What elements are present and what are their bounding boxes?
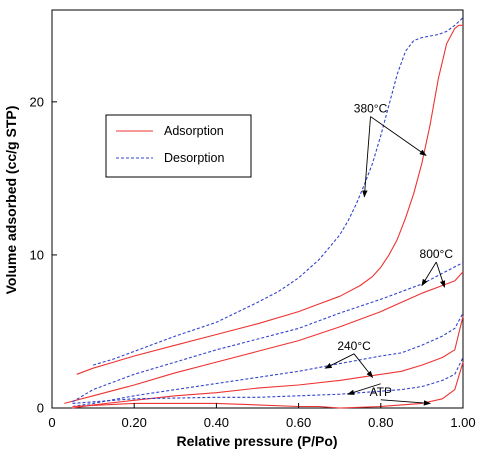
annotation-380c-arrow — [370, 116, 427, 156]
x-tick-label: 0.60 — [286, 415, 311, 430]
legend-desorption-label: Desorption — [164, 151, 224, 165]
tick-layer: 0 0.20 0.40 0.60 0.80 1.00 0 10 20 — [30, 94, 476, 430]
annotation-380c-label: 380°C — [354, 102, 388, 116]
x-tick-label: 0.20 — [122, 415, 147, 430]
y-tick-label: 10 — [30, 247, 44, 262]
plot-frame — [51, 9, 464, 409]
y-tick-label: 20 — [30, 94, 44, 109]
annotation-240c-label: 240°C — [337, 339, 371, 353]
series-layer — [64, 17, 464, 409]
legend: Adsorption Desorption — [105, 114, 252, 178]
plot-border — [51, 9, 464, 409]
series-800c-adsorption-line — [64, 271, 464, 404]
series-380c-desorption-line — [92, 17, 464, 366]
annotation-240c-arrow — [324, 353, 355, 369]
annotation-800c-arrow — [435, 261, 446, 288]
annotation-240c-arrow — [353, 353, 374, 379]
annotation-800c-label: 800°C — [420, 247, 454, 261]
annotation-atp-arrow — [347, 383, 381, 395]
annotation-layer: 380°C 800°C 240°C ATP — [324, 102, 454, 406]
series-800c-desorption-line — [72, 262, 464, 403]
x-axis-title: Relative pressure (P/Po) — [176, 433, 337, 449]
series-240c-adsorption-line — [72, 316, 464, 409]
x-tick-label: 0.80 — [368, 415, 393, 430]
annotation-380c-arrow — [362, 116, 371, 198]
legend-adsorption-label: Adsorption — [164, 124, 224, 138]
series-atp-desorption-line — [72, 357, 464, 404]
series-380c-adsorption-line — [76, 24, 463, 375]
x-tick-label: 0 — [48, 415, 55, 430]
legend-box — [105, 114, 252, 178]
y-axis-title: Volume adsorbed (cc/g STP) — [3, 106, 19, 295]
annotation-atp-arrow — [380, 399, 432, 406]
annotation-atp-label: ATP — [370, 385, 392, 399]
x-tick-label: 1.00 — [450, 415, 475, 430]
annotation-800c-arrow — [421, 261, 437, 287]
y-tick-label: 0 — [37, 401, 44, 416]
x-tick-label: 0.40 — [204, 415, 229, 430]
